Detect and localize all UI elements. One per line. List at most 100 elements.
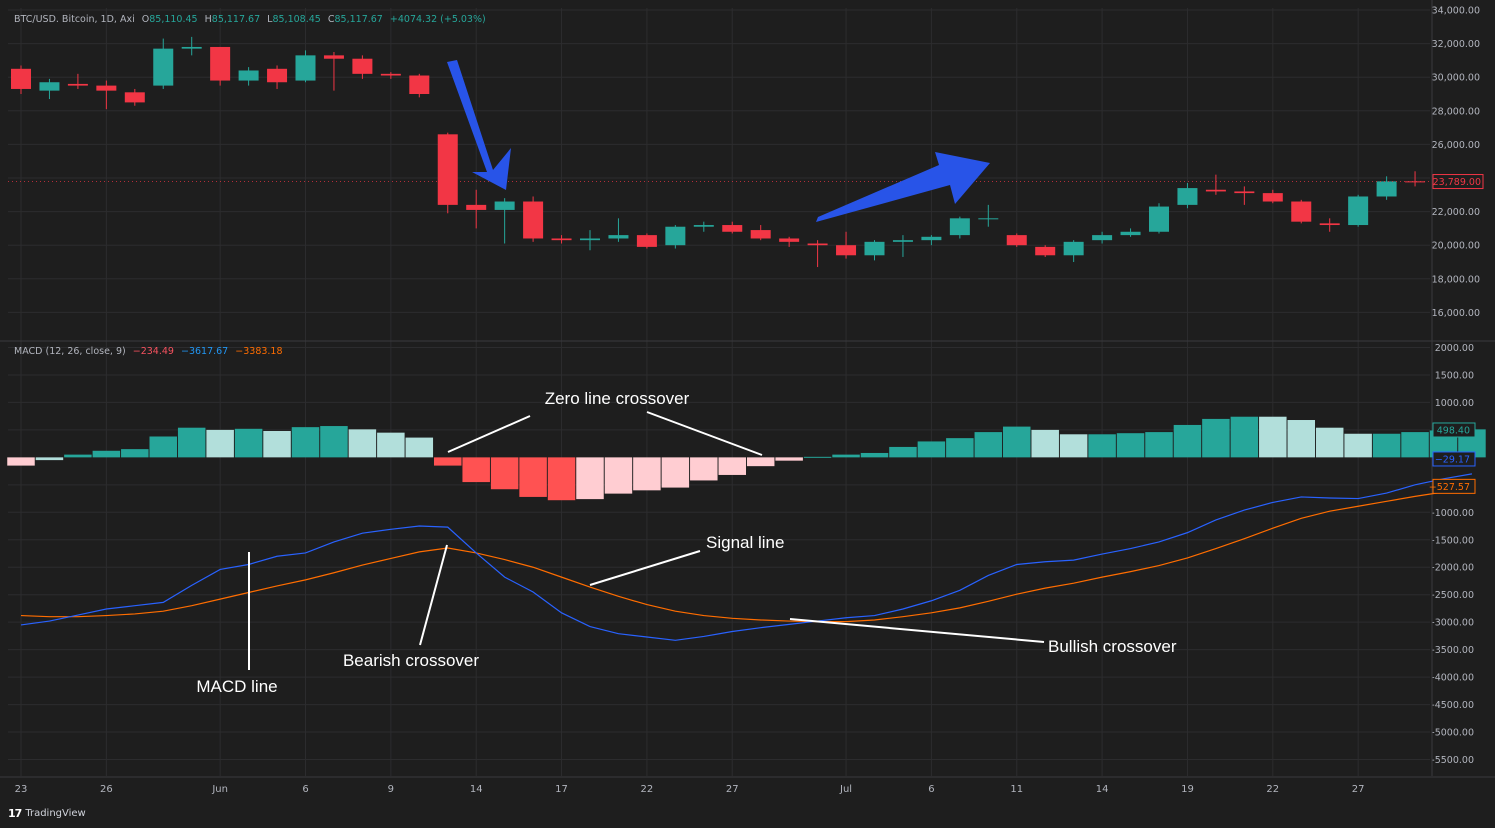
candle-body: [1376, 181, 1397, 197]
histogram-bar: [1372, 433, 1401, 458]
candle-body: [352, 58, 373, 74]
histogram-bar: [405, 437, 434, 458]
footer-bar: [0, 800, 1495, 828]
tradingview-logo-icon: 17: [8, 807, 22, 820]
candle-body: [67, 83, 88, 86]
histogram-bar: [576, 457, 604, 500]
brand[interactable]: 17 TradingView: [8, 807, 86, 820]
candle-body: [1120, 231, 1141, 236]
symbol-label[interactable]: BTC/USD. Bitcoin, 1D, Axi: [14, 14, 135, 25]
macd-value-box: [1432, 451, 1476, 467]
macd-line-value: −3617.67: [180, 346, 229, 357]
candle-body: [466, 204, 487, 210]
histogram-bar: [7, 457, 35, 466]
price-tick-label: 26,000.00: [1432, 140, 1480, 151]
macd-tick-label: -5000.00: [1431, 728, 1474, 739]
zero-line-crossover-label: Zero line crossover: [545, 389, 690, 408]
histogram-bar: [1003, 426, 1031, 458]
candle-body: [722, 225, 743, 232]
histogram-bar: [1145, 432, 1173, 458]
candle-body: [665, 226, 686, 246]
macd-value-box: [1432, 478, 1476, 494]
bullish-crossover-pointer: [789, 618, 1045, 643]
macd-tick-label: -4000.00: [1431, 673, 1474, 684]
macd-value-label: −527.57: [1429, 482, 1470, 493]
histogram-bar: [462, 457, 490, 483]
histogram-bar: [832, 454, 860, 458]
candle-body: [39, 82, 60, 91]
candle-body: [750, 230, 771, 239]
price-tick-label: 18,000.00: [1432, 274, 1480, 285]
up-arrow-icon: [816, 152, 990, 222]
bearish-crossover-pointer: [419, 544, 448, 646]
signal-line: [20, 486, 1473, 623]
close-value: 85,117.67: [334, 14, 383, 25]
candle-body: [181, 46, 202, 49]
price-tick-label: 32,000.00: [1432, 39, 1480, 50]
candle-body: [1291, 201, 1312, 222]
histogram-bar: [121, 449, 149, 458]
candle-body: [11, 68, 31, 89]
histogram-bar: [64, 454, 92, 458]
x-tick-label: 22: [641, 784, 654, 795]
histogram-bar: [234, 428, 263, 458]
macd-tick-label: -2500.00: [1431, 590, 1474, 601]
brand-name: TradingView: [25, 808, 86, 819]
price-tick-label: 34,000.00: [1432, 6, 1480, 17]
histogram-bar: [547, 457, 576, 501]
macd-legend: MACD (12, 26, close, 9) −234.49 −3617.67…: [14, 346, 287, 357]
histogram-bar: [718, 457, 746, 475]
candle-body: [1234, 191, 1255, 194]
histogram-bar: [746, 457, 775, 467]
histogram-bar: [1059, 434, 1088, 458]
x-tick-label: 22: [1266, 784, 1279, 795]
histogram-bar: [35, 457, 64, 461]
candle-body: [1405, 181, 1426, 183]
candle-body: [96, 85, 117, 91]
candle-body: [124, 92, 145, 103]
macd-tick-label: -1500.00: [1431, 535, 1474, 546]
down-arrow-icon: [447, 60, 511, 190]
x-tick-label: 11: [1010, 784, 1023, 795]
open-value: 85,110.45: [149, 14, 198, 25]
x-tick-label: 26: [100, 784, 113, 795]
price-tick-label: 22,000.00: [1432, 207, 1480, 218]
histogram-bar: [149, 436, 177, 458]
histogram-bar: [946, 438, 974, 458]
candle-body: [807, 243, 828, 246]
x-tick-label: 9: [388, 784, 394, 795]
x-tick-label: Jul: [839, 784, 852, 795]
candle-body: [238, 70, 259, 81]
macd-value-label: 498.40: [1437, 425, 1470, 436]
histogram-bar: [1344, 433, 1372, 458]
signal-line-label: Signal line: [706, 533, 784, 552]
candle-body: [1205, 189, 1226, 192]
histogram-bar: [291, 427, 320, 458]
histogram-bar: [92, 450, 121, 458]
last-price-label: 23,789.00: [1433, 177, 1481, 188]
histogram-bar: [1031, 429, 1059, 458]
macd-tick-label: -3500.00: [1431, 645, 1474, 656]
x-tick-label: Jun: [211, 784, 228, 795]
histogram-bar: [974, 432, 1003, 458]
macd-tick-label: 1000.00: [1435, 398, 1474, 409]
candle-body: [1092, 235, 1113, 241]
macd-tick-label: -4500.00: [1431, 700, 1474, 711]
candle-body: [1177, 188, 1198, 205]
histogram-bar: [633, 457, 661, 491]
histogram-bar: [1401, 432, 1429, 458]
candle-body: [949, 218, 970, 236]
histogram-bar: [1116, 433, 1145, 458]
x-tick-label: 6: [928, 784, 934, 795]
candle-body: [409, 75, 430, 94]
histogram-bar: [917, 441, 946, 458]
histogram-bar: [519, 457, 547, 497]
candle-body: [551, 238, 572, 241]
x-tick-label: 14: [470, 784, 483, 795]
macd-legend-label[interactable]: MACD (12, 26, close, 9): [14, 346, 126, 357]
candle-body: [323, 55, 344, 59]
zero-line-pointer-left: [447, 415, 531, 453]
candle-body: [892, 240, 913, 242]
